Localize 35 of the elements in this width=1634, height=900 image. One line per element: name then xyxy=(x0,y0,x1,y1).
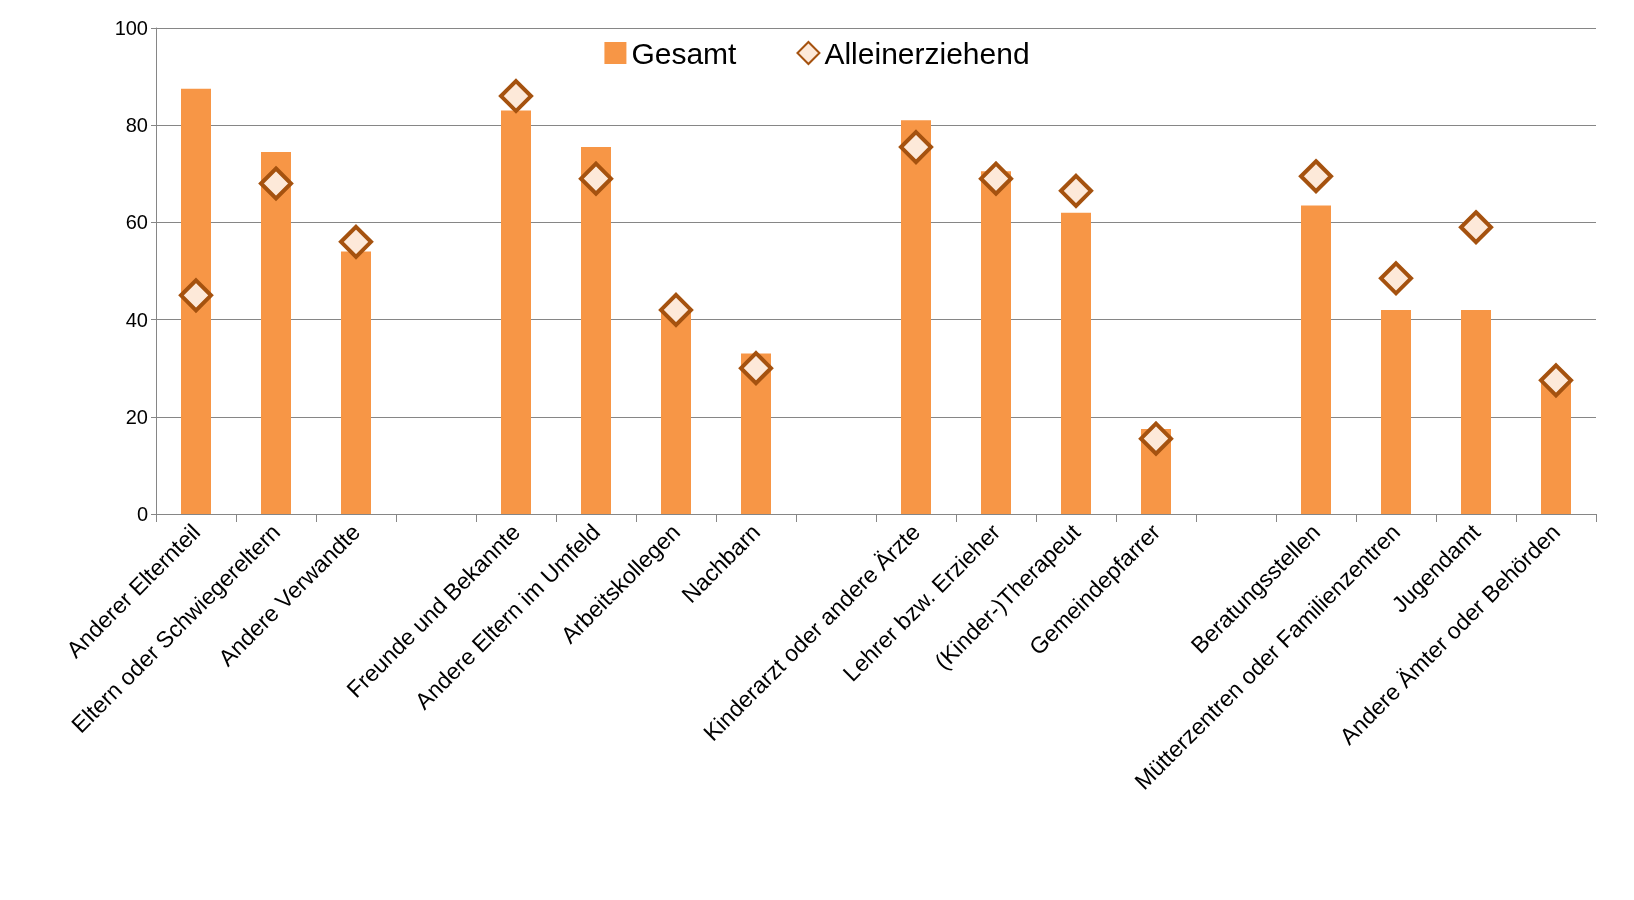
bar xyxy=(1381,309,1411,514)
point xyxy=(339,224,373,259)
legend-label: Alleinerziehend xyxy=(824,36,1030,70)
y-tick-label: 40 xyxy=(125,308,148,331)
legend-label: Gesamt xyxy=(631,36,738,70)
point xyxy=(899,130,933,165)
bar xyxy=(981,171,1011,514)
point xyxy=(1139,421,1173,456)
point xyxy=(739,351,773,386)
point xyxy=(259,166,293,201)
point xyxy=(1059,173,1093,208)
y-tick-label: 0 xyxy=(136,503,148,525)
bar xyxy=(1461,309,1491,514)
bar xyxy=(581,147,611,514)
y-tick-label: 80 xyxy=(125,114,148,137)
y-tick-label: 100 xyxy=(114,17,148,39)
point xyxy=(1299,159,1333,194)
point xyxy=(179,278,213,313)
y-tick-label: 20 xyxy=(125,405,148,428)
point xyxy=(659,292,693,327)
bar xyxy=(261,151,291,514)
point xyxy=(499,79,533,114)
y-tick-label: 60 xyxy=(125,211,148,234)
point xyxy=(1379,261,1413,296)
bar xyxy=(1301,205,1331,514)
bar xyxy=(1541,382,1571,514)
point xyxy=(1539,363,1573,398)
bar xyxy=(1061,212,1091,514)
bar xyxy=(901,120,931,514)
bar xyxy=(501,110,531,514)
point xyxy=(979,161,1013,196)
point xyxy=(579,161,613,196)
bar xyxy=(341,251,371,514)
point xyxy=(1459,210,1493,245)
bar xyxy=(181,88,211,514)
